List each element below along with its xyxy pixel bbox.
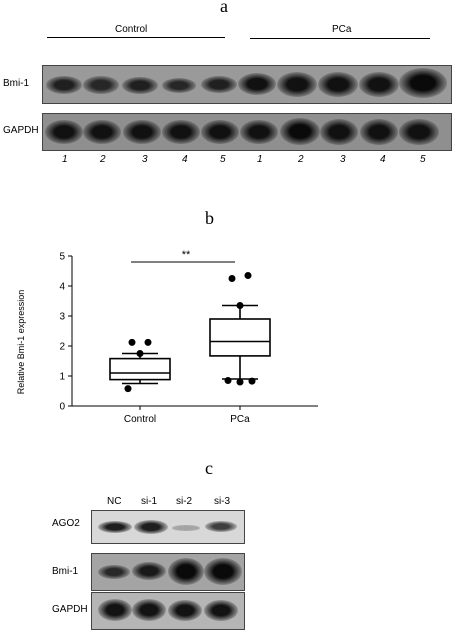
blot-band	[280, 118, 320, 145]
blot-band	[45, 120, 83, 144]
ago2-blot-c	[91, 510, 245, 544]
row-label-gapdh-c: GAPDH	[52, 604, 88, 615]
box-pca	[209, 318, 271, 357]
lane-number: 5	[420, 154, 426, 165]
blot-band	[172, 525, 200, 531]
blot-band	[162, 120, 200, 144]
box-control	[109, 357, 171, 381]
blot-band	[46, 76, 82, 94]
group-label-pca: PCa	[332, 24, 352, 35]
lane-label: NC	[107, 496, 122, 507]
blot-band	[123, 120, 161, 144]
lane-number: 1	[257, 154, 263, 165]
box-plot: Relative Bmi-1 expression 0 1 2 3 4 5 Control…	[16, 249, 318, 425]
group-line-pca	[250, 38, 430, 39]
panel-a-letter: a	[220, 0, 228, 16]
significance-stars: **	[182, 249, 191, 261]
blot-band	[98, 521, 132, 533]
bmi1-blot-c	[91, 553, 245, 591]
row-label-bmi1-a: Bmi-1	[3, 78, 30, 89]
gapdh-blot-a	[42, 113, 452, 151]
x-tick-label: Control	[124, 414, 156, 425]
row-label-ago2-c: AGO2	[52, 518, 80, 529]
blot-band	[98, 565, 130, 579]
data-point	[236, 302, 244, 309]
y-tick-label: 2	[59, 342, 65, 353]
lane-number: 4	[182, 154, 188, 165]
data-point	[224, 377, 232, 384]
blot-band	[205, 521, 237, 532]
lane-number: 2	[100, 154, 106, 165]
data-point	[248, 377, 256, 385]
data-point	[136, 350, 144, 357]
blot-band	[201, 120, 239, 144]
lane-labels-c: NC si-1 si-2 si-3	[92, 496, 242, 510]
blot-band	[98, 599, 132, 621]
y-tick-label: 4	[59, 282, 65, 293]
lane-number: 2	[298, 154, 304, 165]
blot-band	[168, 558, 204, 585]
blot-band	[83, 76, 119, 94]
blot-band	[238, 73, 276, 95]
data-point	[236, 378, 244, 386]
lane-numbers-a: 1 2 3 4 5 1 2 3 4 5	[42, 154, 450, 168]
lane-label: si-3	[214, 496, 231, 507]
blot-band	[204, 558, 242, 585]
y-tick-label: 0	[59, 402, 65, 413]
blot-band	[399, 119, 439, 145]
row-label-gapdh-a: GAPDH	[3, 125, 39, 136]
data-point	[228, 275, 236, 282]
blot-band	[318, 72, 358, 97]
group-line-control	[47, 37, 225, 38]
x-tick-label: PCa	[230, 414, 250, 425]
blot-band	[132, 599, 166, 621]
blot-band	[134, 520, 168, 534]
data-point	[128, 338, 136, 346]
lane-number: 5	[220, 154, 226, 165]
lane-label: si-1	[141, 496, 158, 507]
lane-number: 4	[380, 154, 386, 165]
lane-label: si-2	[176, 496, 193, 507]
y-tick-label: 1	[59, 372, 65, 383]
y-tick-label: 3	[59, 312, 65, 323]
blot-band	[132, 562, 166, 580]
blot-band	[168, 600, 202, 621]
panel-c-letter: c	[205, 458, 213, 478]
row-label-bmi1-c: Bmi-1	[52, 566, 79, 577]
blot-band	[122, 77, 158, 94]
blot-band	[204, 600, 238, 621]
data-point	[124, 385, 132, 393]
panel-b-letter: b	[205, 208, 214, 228]
lane-number: 3	[142, 154, 148, 165]
lane-number: 3	[340, 154, 346, 165]
gapdh-blot-c	[91, 592, 245, 630]
blot-band	[277, 72, 317, 97]
y-tick-label: 5	[59, 252, 65, 263]
blot-band	[359, 72, 399, 97]
blot-band	[320, 119, 358, 145]
blot-band	[162, 78, 196, 93]
blot-band	[83, 120, 121, 144]
data-point	[144, 338, 152, 346]
blot-band	[399, 68, 447, 98]
data-point	[244, 272, 252, 279]
group-label-control: Control	[115, 24, 148, 35]
blot-band	[201, 76, 237, 93]
blot-band	[360, 119, 398, 145]
blot-band	[240, 120, 278, 144]
y-axis-label: Relative Bmi-1 expression	[16, 290, 26, 395]
bmi1-blot-a	[42, 65, 452, 104]
lane-number: 1	[62, 154, 68, 165]
